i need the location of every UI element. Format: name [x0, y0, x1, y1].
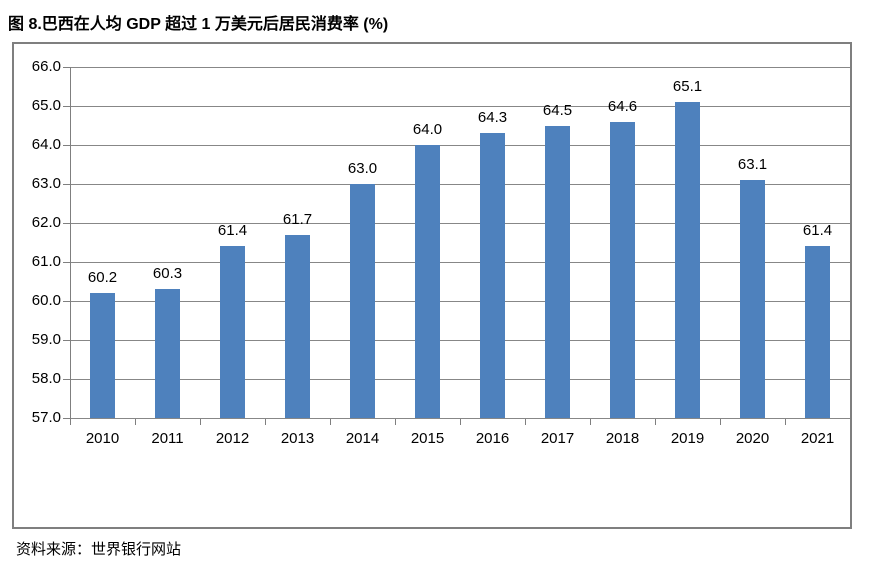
y-axis-label: 59.0	[31, 331, 61, 348]
y-gridline	[70, 223, 850, 224]
bar	[545, 125, 570, 418]
x-axis-label: 2013	[280, 430, 315, 447]
x-axis-tick	[590, 419, 591, 425]
x-axis-label: 2016	[475, 430, 510, 447]
y-axis-label: 61.0	[31, 253, 61, 270]
bar-value-label: 63.1	[737, 156, 768, 174]
x-axis-label: 2015	[410, 430, 445, 447]
bar	[415, 145, 440, 418]
x-axis-tick	[655, 419, 656, 425]
bar-value-label: 61.4	[802, 222, 833, 240]
bar-value-label: 64.0	[412, 121, 443, 138]
x-axis-label: 2014	[345, 430, 380, 447]
y-axis-label: 66.0	[31, 58, 61, 75]
y-gridline	[70, 379, 850, 380]
y-axis-tick	[63, 301, 70, 302]
y-axis-tick	[63, 379, 70, 380]
x-axis-tick	[460, 419, 461, 425]
y-axis-line	[70, 67, 71, 419]
y-axis-tick	[63, 67, 70, 68]
x-axis-label: 2020	[735, 430, 770, 447]
bar-value-label: 64.6	[607, 97, 638, 115]
y-axis-tick	[63, 340, 70, 341]
x-axis-label: 2019	[670, 430, 705, 447]
bar	[805, 246, 830, 418]
bar-value-label: 64.5	[542, 101, 573, 119]
x-axis-label: 2010	[85, 430, 120, 447]
x-axis-tick	[525, 419, 526, 425]
y-gridline	[70, 67, 850, 68]
bar	[285, 234, 310, 418]
bar	[350, 184, 375, 418]
y-axis-label: 57.0	[31, 409, 61, 426]
bar	[675, 102, 700, 418]
y-gridline	[70, 418, 850, 419]
y-axis-tick	[63, 262, 70, 263]
y-axis-label: 62.0	[31, 214, 61, 231]
x-axis-label: 2011	[151, 430, 184, 447]
y-axis-label: 58.0	[31, 370, 61, 387]
y-axis-tick	[63, 184, 70, 185]
x-axis-tick	[70, 419, 71, 425]
x-axis-tick	[720, 419, 721, 425]
x-axis-tick	[330, 419, 331, 425]
source-note: 资料来源：世界银行网站	[16, 541, 182, 558]
bar-value-label: 60.3	[152, 265, 183, 283]
y-gridline	[70, 262, 850, 263]
bar-value-label: 61.4	[217, 222, 248, 240]
x-axis-label: 2021	[800, 430, 835, 447]
bar-value-label: 64.3	[477, 109, 508, 127]
x-axis-tick	[395, 419, 396, 425]
y-axis-label: 65.0	[31, 97, 61, 114]
bar-value-label: 61.7	[282, 210, 313, 228]
bar-value-label: 60.2	[87, 269, 118, 287]
bar-value-label: 63.0	[347, 160, 378, 177]
y-axis-label: 63.0	[31, 175, 61, 192]
y-gridline	[70, 340, 850, 341]
y-axis-tick	[63, 145, 70, 146]
bar	[740, 180, 765, 418]
plot-area: 66.0 65.0 64.0 63.0 62.0 61.0 60.0 59.0 58.0 57.0…	[14, 44, 851, 527]
y-axis-tick	[63, 223, 70, 224]
chart-title: 图 8.巴西在人均 GDP 超过 1 万美元后居民消费率 (%)	[8, 16, 389, 33]
bar	[155, 289, 180, 418]
y-gridline	[70, 301, 850, 302]
y-axis-label: 60.0	[31, 292, 61, 309]
bar	[610, 121, 635, 418]
y-gridline	[70, 184, 850, 185]
bar	[220, 246, 245, 418]
chart-frame: 66.0 65.0 64.0 63.0 62.0 61.0 60.0 59.0 58.0 57.0…	[12, 42, 852, 529]
y-axis-label: 64.0	[31, 136, 61, 153]
x-axis-tick	[265, 419, 266, 425]
y-gridline	[70, 145, 850, 146]
bar	[480, 133, 505, 418]
x-axis-tick	[200, 419, 201, 425]
bar	[90, 293, 115, 418]
x-axis-tick	[135, 419, 136, 425]
y-axis-tick	[63, 418, 70, 419]
x-axis-label: 2012	[215, 430, 250, 447]
y-axis-tick	[63, 106, 70, 107]
x-axis-label: 2017	[540, 430, 575, 447]
x-axis-tick	[850, 419, 851, 425]
x-axis-label: 2018	[605, 430, 640, 447]
bar-value-label: 65.1	[672, 78, 703, 96]
x-axis-tick	[785, 419, 786, 425]
y-gridline	[70, 106, 850, 107]
